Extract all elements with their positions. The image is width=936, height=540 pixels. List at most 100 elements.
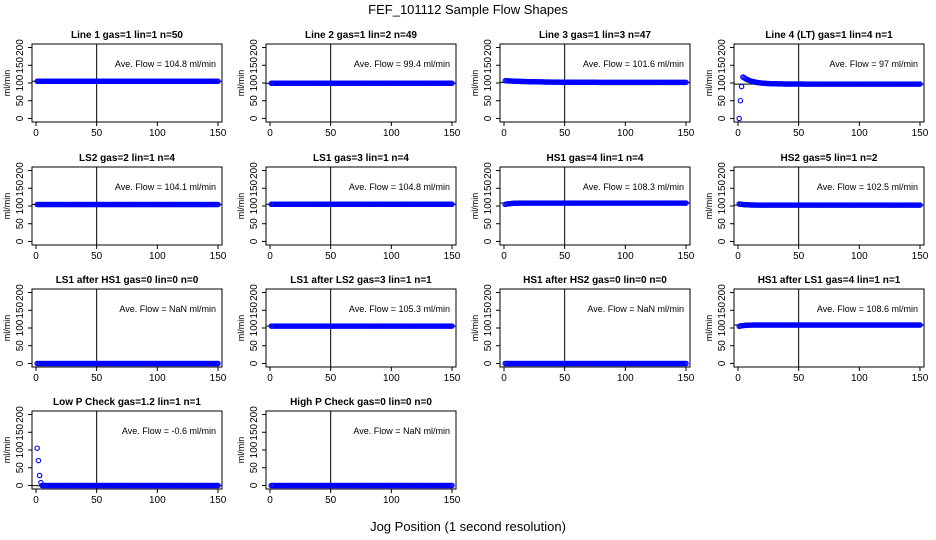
average-flow-annotation: Ave. Flow = NaN ml/min [587, 304, 684, 314]
average-flow-annotation: Ave. Flow = NaN ml/min [353, 426, 450, 436]
data-points [268, 80, 455, 86]
y-tick-label: 200 [249, 39, 260, 56]
panel-title: Line 3 gas=1 lin=3 n=47 [539, 30, 651, 41]
average-flow-annotation: Ave. Flow = -0.6 ml/min [122, 426, 216, 436]
x-tick-label: 100 [149, 373, 166, 384]
y-tick-label: 150 [15, 179, 26, 196]
x-tick-label: 50 [325, 128, 337, 139]
data-points [736, 74, 923, 122]
data-point [683, 360, 689, 367]
x-tick-label: 150 [912, 128, 929, 139]
y-tick-label: 50 [15, 462, 26, 474]
y-tick-label: 50 [483, 218, 494, 230]
data-points [268, 482, 455, 489]
data-point [215, 360, 221, 367]
x-tick-label: 150 [912, 373, 929, 384]
plot-frame [265, 410, 457, 490]
average-flow-annotation: Ave. Flow = 97 ml/min [829, 59, 918, 69]
data-points [736, 322, 923, 330]
y-tick-label: 200 [483, 162, 494, 179]
x-tick-label: 150 [678, 128, 695, 139]
y-tick-label: 200 [15, 39, 26, 56]
x-tick-label: 50 [91, 128, 103, 139]
y-tick-label: 100 [249, 441, 260, 458]
x-tick-label: 0 [33, 373, 39, 384]
panel-10: LS1 after LS2 gas=3 lin=1 n=1 ml/min 0 50 10… [236, 275, 461, 384]
y-tick-label: 150 [249, 56, 260, 73]
panel-title: LS1 after HS1 gas=0 lin=0 n=0 [56, 275, 199, 286]
y-tick-label: 200 [483, 284, 494, 301]
panel-title: Low P Check gas=1.2 lin=1 n=1 [53, 397, 201, 408]
y-tick-label: 150 [15, 56, 26, 73]
x-tick-label: 100 [149, 128, 166, 139]
y-tick-label: 150 [249, 423, 260, 440]
y-tick-label: 150 [717, 301, 728, 318]
panel-14: High P Check gas=0 lin=0 n=0 ml/min 0 50 100… [236, 397, 461, 506]
y-tick-label: 100 [249, 319, 260, 336]
y-tick-label: 0 [717, 115, 728, 121]
x-tick-label: 0 [267, 128, 273, 139]
x-tick-label: 150 [210, 128, 227, 139]
panel-title: HS1 after HS2 gas=0 lin=0 n=0 [523, 275, 667, 286]
y-tick-label: 150 [717, 56, 728, 73]
panel-title: HS2 gas=5 lin=1 n=2 [781, 153, 878, 164]
y-tick-label: 50 [483, 340, 494, 352]
y-tick-label: 0 [249, 115, 260, 121]
x-tick-label: 50 [325, 373, 337, 384]
y-axis-label: ml/min [704, 193, 714, 220]
y-tick-label: 50 [249, 95, 260, 107]
x-tick-label: 150 [210, 495, 227, 506]
x-tick-label: 50 [559, 373, 571, 384]
y-tick-label: 0 [249, 360, 260, 366]
x-tick-label: 0 [501, 251, 507, 262]
data-point [449, 323, 455, 329]
average-flow-annotation: Ave. Flow = 104.1 ml/min [115, 182, 216, 192]
panel-title: HS1 gas=4 lin=1 n=4 [547, 153, 644, 164]
x-tick-label: 0 [33, 251, 39, 262]
y-tick-label: 100 [249, 197, 260, 214]
average-flow-annotation: Ave. Flow = 99.4 ml/min [354, 59, 450, 69]
data-point [215, 482, 221, 489]
panel-9: LS1 after HS1 gas=0 lin=0 n=0 ml/min 0 50 10… [2, 275, 227, 384]
x-tick-label: 100 [851, 251, 868, 262]
x-tick-label: 150 [210, 251, 227, 262]
data-point [215, 78, 221, 85]
y-tick-label: 100 [483, 74, 494, 91]
x-tick-label: 0 [267, 495, 273, 506]
y-axis-label: ml/min [2, 437, 12, 464]
y-tick-label: 50 [15, 340, 26, 352]
data-point [215, 201, 221, 208]
y-tick-label: 0 [15, 115, 26, 121]
y-tick-label: 50 [249, 218, 260, 230]
x-tick-label: 50 [793, 373, 805, 384]
average-flow-annotation: Ave. Flow = 108.6 ml/min [817, 304, 918, 314]
y-tick-label: 150 [717, 179, 728, 196]
data-points [268, 323, 455, 329]
y-tick-label: 200 [483, 39, 494, 56]
average-flow-annotation: Ave. Flow = 102.5 ml/min [817, 182, 918, 192]
data-points [502, 200, 689, 208]
y-tick-label: 200 [249, 406, 260, 423]
y-tick-label: 200 [15, 162, 26, 179]
x-tick-label: 0 [267, 251, 273, 262]
x-tick-label: 150 [444, 251, 461, 262]
x-tick-label: 150 [444, 128, 461, 139]
data-points [502, 360, 689, 367]
data-points [268, 201, 455, 208]
data-point [449, 201, 455, 208]
y-tick-label: 50 [717, 95, 728, 107]
y-tick-label: 100 [717, 319, 728, 336]
x-tick-label: 0 [33, 128, 39, 139]
y-tick-label: 0 [15, 360, 26, 366]
y-tick-label: 0 [15, 238, 26, 244]
data-points [736, 201, 923, 208]
y-axis-label: ml/min [704, 70, 714, 97]
data-point [34, 445, 40, 451]
y-axis-label: ml/min [236, 315, 246, 342]
y-tick-label: 200 [717, 39, 728, 56]
